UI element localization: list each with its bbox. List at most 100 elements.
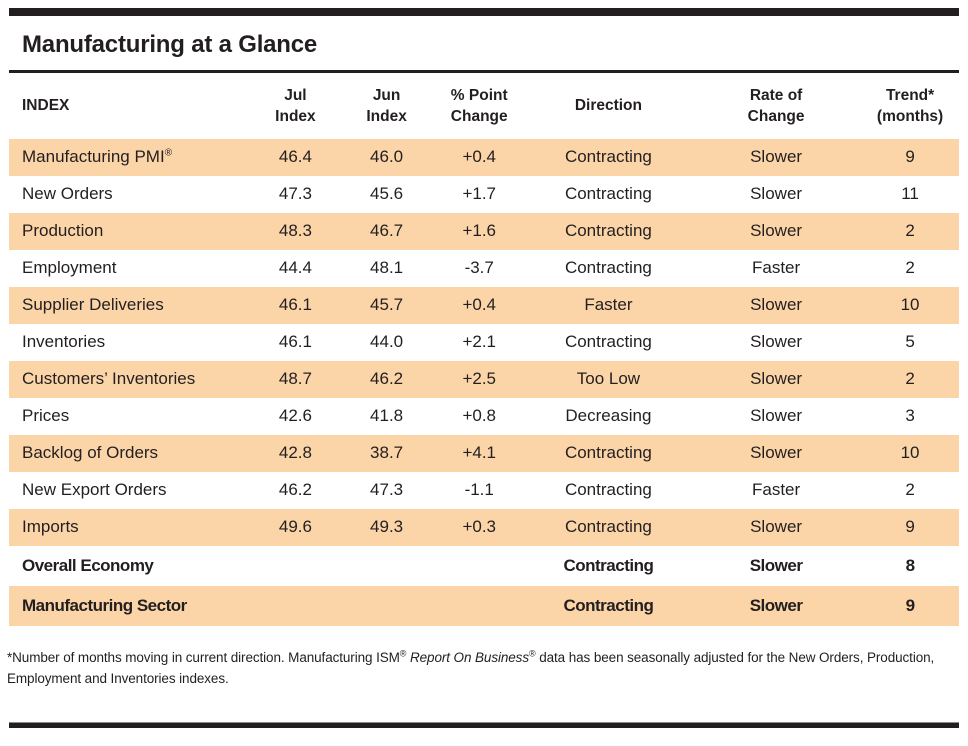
footnote-publication-name: Report On Business (406, 649, 529, 665)
col-header-jun-index: Jun Index (366, 87, 407, 125)
point-change-value: +0.3 (462, 517, 496, 537)
jul-index-value: 46.1 (278, 295, 312, 315)
row-new-export-orders: New Export Orders 46.2 47.3 -1.1 Contrac… (9, 471, 959, 509)
bottom-rule-bar (9, 722, 959, 728)
index-name: Production (22, 221, 104, 241)
point-change-value: +0.4 (462, 295, 496, 315)
direction-value: Contracting (564, 258, 652, 278)
rate-of-change-value: Slower (750, 295, 803, 315)
trend-value: 11 (901, 184, 919, 204)
point-change-value: +4.1 (462, 443, 496, 463)
jun-index-value (341, 546, 433, 586)
jul-index-value (250, 586, 340, 626)
trend-value: 10 (900, 443, 920, 463)
point-change-value: +2.1 (462, 332, 496, 352)
direction-value: Decreasing (565, 406, 652, 426)
point-change-value: -1.1 (464, 480, 494, 500)
jun-index-value: 46.2 (370, 369, 404, 389)
trend-value: 10 (900, 295, 920, 315)
row-manufacturing-pmi: Manufacturing PMI® 46.4 46.0 +0.4 Contra… (9, 138, 959, 176)
jun-index-value (341, 586, 433, 626)
jun-index-value: 44.0 (370, 332, 404, 352)
jun-index-value: 45.6 (370, 184, 404, 204)
point-change-value: +0.8 (462, 406, 496, 426)
jul-index-value: 47.3 (278, 184, 312, 204)
direction-value: Contracting (564, 480, 652, 500)
rate-of-change-value: Slower (749, 555, 803, 575)
direction-value: Contracting (563, 595, 654, 615)
registered-mark: ® (529, 648, 536, 659)
jun-index-value: 49.3 (370, 517, 404, 537)
row-overall-economy: Overall Economy Contracting Slower 8 (9, 545, 959, 586)
jul-index-value: 46.1 (278, 332, 312, 352)
point-change-value: +1.7 (462, 184, 496, 204)
index-name: Prices (22, 406, 70, 426)
col-header-point-change: % Point Change (450, 87, 508, 125)
top-rule-bar (9, 8, 959, 16)
row-prices: Prices 42.6 41.8 +0.8 Decreasing Slower … (9, 397, 959, 435)
index-name: Manufacturing PMI® (22, 147, 173, 167)
point-change-value: +2.5 (462, 369, 496, 389)
trend-value: 2 (905, 480, 915, 500)
trend-value: 3 (905, 406, 915, 426)
direction-value: Contracting (563, 555, 654, 575)
row-employment: Employment 44.4 48.1 -3.7 Contracting Fa… (9, 249, 959, 287)
col-header-trend-months: Trend* (months) (876, 87, 944, 125)
jul-index-value: 42.8 (278, 443, 312, 463)
index-name: Employment (22, 258, 117, 278)
table-header: INDEX Jul Index Jun Index % Point Change… (9, 73, 959, 139)
direction-value: Contracting (564, 332, 652, 352)
jul-index-value: 49.6 (278, 517, 312, 537)
rate-of-change-value: Faster (751, 258, 801, 278)
rate-of-change-value: Slower (750, 332, 803, 352)
jul-index-value: 42.6 (278, 406, 312, 426)
direction-value: Contracting (564, 147, 652, 167)
rate-of-change-value: Slower (749, 595, 803, 615)
registered-mark: ® (164, 147, 173, 159)
trend-value: 9 (905, 517, 915, 537)
manufacturing-glance-table: INDEX Jul Index Jun Index % Point Change… (9, 73, 959, 626)
rate-of-change-value: Slower (750, 517, 803, 537)
col-header-direction: Direction (574, 97, 642, 115)
jun-index-value: 46.0 (370, 147, 404, 167)
page-title: Manufacturing at a Glance (22, 31, 318, 58)
index-name: Imports (22, 517, 79, 537)
registered-mark: ® (399, 648, 407, 659)
trend-value: 2 (905, 369, 915, 389)
rate-of-change-value: Faster (751, 480, 801, 500)
trend-value: 5 (905, 332, 915, 352)
jun-index-value: 47.3 (370, 480, 404, 500)
point-change-value (433, 546, 526, 586)
col-header-index: INDEX (22, 97, 70, 115)
row-production: Production 48.3 46.7 +1.6 Contracting Sl… (9, 212, 959, 250)
jul-index-value: 48.3 (278, 221, 312, 241)
direction-value: Contracting (564, 184, 652, 204)
direction-value: Contracting (564, 221, 652, 241)
point-change-value: -3.7 (464, 258, 494, 278)
direction-value: Contracting (564, 517, 652, 537)
jun-index-value: 38.7 (370, 443, 404, 463)
footnote-text: data has been seasonally adjusted for th… (7, 649, 935, 687)
point-change-value (433, 586, 526, 626)
rate-of-change-value: Slower (750, 443, 803, 463)
jun-index-value: 45.7 (370, 295, 404, 315)
index-name: Backlog of Orders (22, 443, 159, 463)
direction-value: Too Low (576, 369, 641, 389)
jun-index-value: 41.8 (370, 406, 404, 426)
row-inventories: Inventories 46.1 44.0 +2.1 Contracting S… (9, 323, 959, 361)
index-name: Overall Economy (22, 555, 154, 575)
index-name: Customers’ Inventories (22, 369, 196, 389)
trend-value: 2 (905, 258, 915, 278)
trend-value: 2 (905, 221, 915, 241)
index-name: New Orders (22, 184, 113, 204)
rate-of-change-value: Slower (750, 147, 803, 167)
row-imports: Imports 49.6 49.3 +0.3 Contracting Slowe… (9, 508, 959, 546)
row-supplier-deliveries: Supplier Deliveries 46.1 45.7 +0.4 Faste… (9, 286, 959, 324)
row-manufacturing-sector: Manufacturing Sector Contracting Slower … (9, 585, 959, 626)
footnote-text: *Number of months moving in current dire… (7, 649, 400, 665)
rate-of-change-value: Slower (750, 184, 803, 204)
jul-index-value: 46.2 (278, 480, 312, 500)
table-body: Manufacturing PMI® 46.4 46.0 +0.4 Contra… (9, 138, 959, 626)
index-name: Inventories (22, 332, 106, 352)
jul-index-value: 48.7 (278, 369, 312, 389)
